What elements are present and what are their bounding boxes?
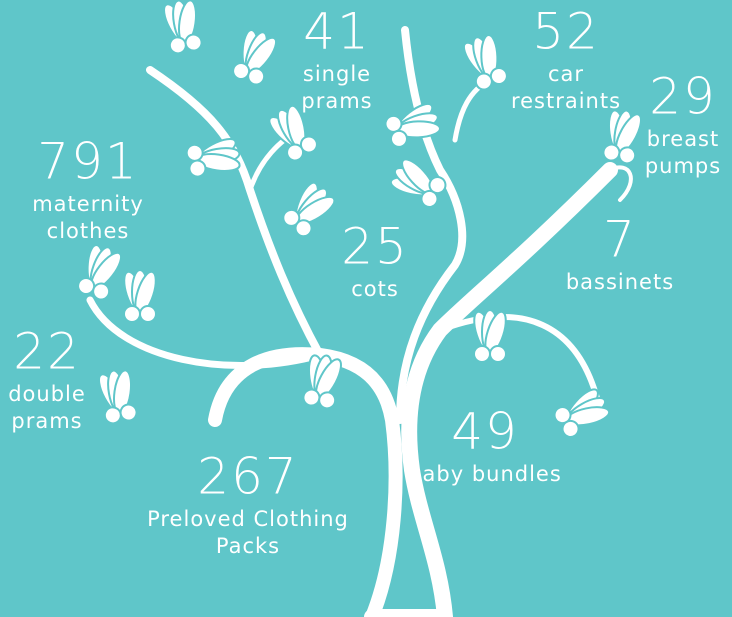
bud bbox=[124, 306, 140, 322]
stat-number: 52 bbox=[532, 3, 600, 61]
leaf-cluster bbox=[457, 30, 512, 93]
stat-number: 22 bbox=[13, 323, 81, 381]
leaf-cluster bbox=[72, 240, 127, 303]
stat-number: 29 bbox=[649, 68, 717, 126]
stat-number: 267 bbox=[197, 448, 298, 506]
leaf-cluster bbox=[470, 309, 510, 362]
branch bbox=[440, 317, 600, 410]
leaf-cluster bbox=[227, 25, 282, 88]
stat-label: bassinets bbox=[566, 270, 674, 294]
leaf-cluster bbox=[93, 367, 141, 426]
leaf-cluster bbox=[185, 133, 244, 181]
stat-number: 49 bbox=[451, 403, 519, 461]
infographic: 41single prams 52car restraints 29breast pump… bbox=[0, 0, 732, 617]
leaf-cluster bbox=[120, 269, 160, 322]
stat-label: Packs bbox=[216, 534, 280, 558]
stat-number: 791 bbox=[37, 133, 138, 191]
stat-label: prams bbox=[301, 89, 372, 113]
stat-label: double bbox=[8, 382, 86, 406]
stat-label: single bbox=[303, 62, 371, 86]
stat-label: car bbox=[548, 62, 584, 86]
stat-number: 7 bbox=[603, 211, 637, 269]
stat-number: 25 bbox=[341, 218, 409, 276]
stat-label: baby bundles bbox=[408, 462, 562, 486]
stat-label: cots bbox=[351, 277, 399, 301]
leaf-cluster bbox=[385, 152, 450, 213]
leaf-cluster bbox=[158, 0, 206, 55]
bud bbox=[140, 306, 156, 322]
stat-label: prams bbox=[11, 409, 82, 433]
bud bbox=[490, 346, 506, 362]
stat-label: maternity bbox=[32, 192, 144, 216]
page: {"items": [ {"number": 41, "label": ["si… bbox=[0, 0, 732, 617]
bud bbox=[474, 346, 490, 362]
branch bbox=[400, 30, 462, 420]
stat-label: Preloved Clothing bbox=[147, 507, 349, 531]
leaf-cluster bbox=[277, 176, 341, 242]
stat-label: restraints bbox=[511, 89, 621, 113]
stat-label: breast bbox=[647, 127, 719, 151]
stat-number: 41 bbox=[303, 3, 371, 61]
leaf-cluster bbox=[550, 382, 615, 443]
stat-label: pumps bbox=[645, 154, 721, 178]
leaf-cluster bbox=[598, 107, 646, 166]
stat-label: clothes bbox=[47, 219, 130, 243]
